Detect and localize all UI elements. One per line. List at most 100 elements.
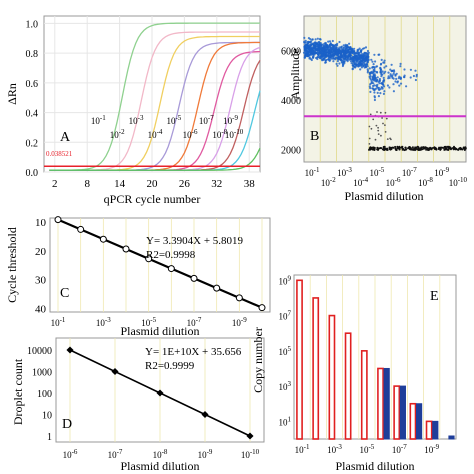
panel-b-droplet-positive [353, 51, 356, 54]
panel-c-point [213, 284, 221, 292]
panel-b-droplet-rain [381, 117, 383, 119]
panel-b-droplet-positive [399, 82, 403, 85]
panel-b-droplet-positive [374, 87, 378, 90]
panel-b-droplet-positive [331, 39, 334, 43]
panel-b-droplet-positive [373, 53, 376, 56]
panel-b-y-tick-label: 2000 [281, 146, 301, 157]
panel-b-droplet-positive [377, 86, 380, 89]
panel-b-droplet-positive [317, 41, 320, 44]
panel-b-droplet-positive [306, 42, 310, 45]
panel-b-droplet-positive [338, 46, 341, 49]
panel-b-droplet-positive [378, 77, 381, 81]
panel-b-droplet-positive [322, 43, 325, 46]
panel-b-droplet-positive [326, 48, 329, 51]
panel-b-droplet-positive [380, 86, 383, 89]
panel-b-droplet-rain [377, 126, 379, 129]
panel-b-droplet-positive [336, 57, 339, 60]
panel-a-series-label: 10-6 [183, 128, 198, 140]
panel-a-x-ticks: 2 8 14 20 26 32 38 [52, 178, 255, 190]
panel-e-bar-red [377, 367, 384, 440]
panel-b-y-tick-label: 4000 [281, 96, 301, 107]
panel-b-droplet-positive [378, 53, 381, 56]
panel-b-droplet-positive [319, 45, 322, 48]
panel-b-droplet-negative [417, 146, 420, 149]
panel-a-y-tick-label: 1.0 [26, 19, 39, 30]
panel-b-droplet-positive [340, 47, 343, 50]
panel-b-droplet-positive [371, 65, 374, 69]
panel-b-droplet-positive [365, 57, 368, 60]
panel-b-droplet-positive [328, 40, 332, 43]
panel-b-droplet-positive [341, 63, 345, 66]
panel-b-droplet-positive [389, 73, 392, 76]
panel-b-droplet-positive [327, 53, 330, 56]
panel-e-y-tick-label: 101 [279, 415, 292, 427]
panel-a-series-label: 10-7 [199, 114, 214, 126]
panel-b-droplet-negative [373, 146, 376, 149]
panel-b-droplet-rain [375, 124, 378, 127]
panel-e-letter: E [430, 289, 439, 304]
panel-b-droplet-positive [380, 82, 383, 85]
panel-e-x-tick-label: 10-9 [424, 443, 439, 455]
panel-b-droplet-positive [321, 54, 324, 57]
panel-b-x-tick-label: 10-4 [353, 176, 368, 188]
panel-a-x-tick-label: 32 [211, 178, 222, 190]
panel-b-droplet-positive [324, 61, 327, 64]
panel-a-x-tick-label: 8 [84, 178, 90, 190]
panel-d-x-tick-label: 10-9 [198, 448, 213, 460]
panel-e-x-tick-label: 10-7 [392, 443, 407, 455]
panel-b-droplet-positive [309, 53, 312, 56]
panel-a-series-labels: 10-1 10-2 10-3 10-410-510-610-7 10-8 10-9 10-1… [91, 114, 244, 140]
panel-b-droplet-positive [372, 84, 375, 88]
panel-b-droplet-negative [388, 148, 391, 151]
panel-d-x-ticks: 10-6 10-7 10-8 10-9 10-10 [63, 448, 260, 460]
panel-d: 1 10 100 1000 10000 10-6 10-7 10-8 10-9 10-10 Y=… [11, 337, 265, 473]
panel-b-droplet-positive [409, 76, 412, 79]
panel-b-droplet-positive [353, 57, 357, 60]
panel-b-droplet-positive [392, 83, 395, 86]
panel-b-droplet-positive [323, 53, 326, 56]
panel-b-droplet-positive [393, 70, 396, 73]
panel-b-droplet-positive [340, 55, 343, 58]
panel-b-droplet-positive [329, 55, 332, 58]
panel-b-droplet-positive [364, 46, 368, 49]
panel-e-y-ticks: 101 103 105 107 109 [279, 274, 292, 427]
panel-b-droplet-positive [383, 66, 386, 69]
panel-b-droplet-negative [384, 147, 387, 150]
panel-b-droplet-rain [377, 129, 380, 132]
panel-b-droplet-positive [389, 68, 392, 71]
panel-a-series-label: 10-5 [166, 114, 181, 126]
panel-a-y-label: ΔRn [5, 83, 19, 105]
panel-b-droplet-positive [398, 75, 401, 78]
panel-b-droplet-positive [381, 70, 384, 73]
panel-a-letter: A [60, 130, 71, 145]
panel-b-droplet-positive [309, 47, 313, 51]
panel-b-droplet-positive [353, 47, 356, 50]
panel-b-droplet-positive [387, 77, 390, 80]
panel-b-droplet-positive [315, 51, 318, 55]
panel-b-droplet-positive [368, 72, 371, 76]
panel-b-droplet-positive [346, 44, 349, 47]
panel-c-point [77, 225, 85, 233]
panel-b-droplet-positive [363, 53, 366, 56]
panel-d-x-label: Plasmid dilution [120, 459, 199, 473]
panel-b-droplet-positive [358, 56, 361, 59]
panel-b-droplet-positive [367, 57, 370, 60]
panel-c-regression-line [57, 218, 263, 309]
panel-b-droplet-positive [396, 80, 399, 83]
panel-b-droplet-positive [383, 90, 386, 93]
panel-b-droplet-positive [342, 61, 345, 64]
panel-e-grid [309, 275, 441, 439]
panel-c-x-tick-label: 10-7 [187, 316, 202, 328]
panel-b-droplet-positive [385, 65, 388, 68]
panel-b-droplet-positive [379, 92, 382, 95]
panel-b-droplet-positive [330, 49, 333, 52]
panel-b-droplet-rain [368, 137, 371, 140]
panel-b-droplet-positive [375, 85, 379, 88]
panel-b-droplet-positive [379, 63, 382, 66]
panel-b-droplet-rain [380, 134, 382, 137]
panel-b-droplet-positive [331, 53, 334, 56]
panel-b-droplet-positive [363, 64, 366, 67]
panel-b-droplet-positive [351, 68, 354, 71]
panel-b-droplet-positive [327, 40, 330, 43]
panel-b-droplet-positive [376, 76, 379, 79]
